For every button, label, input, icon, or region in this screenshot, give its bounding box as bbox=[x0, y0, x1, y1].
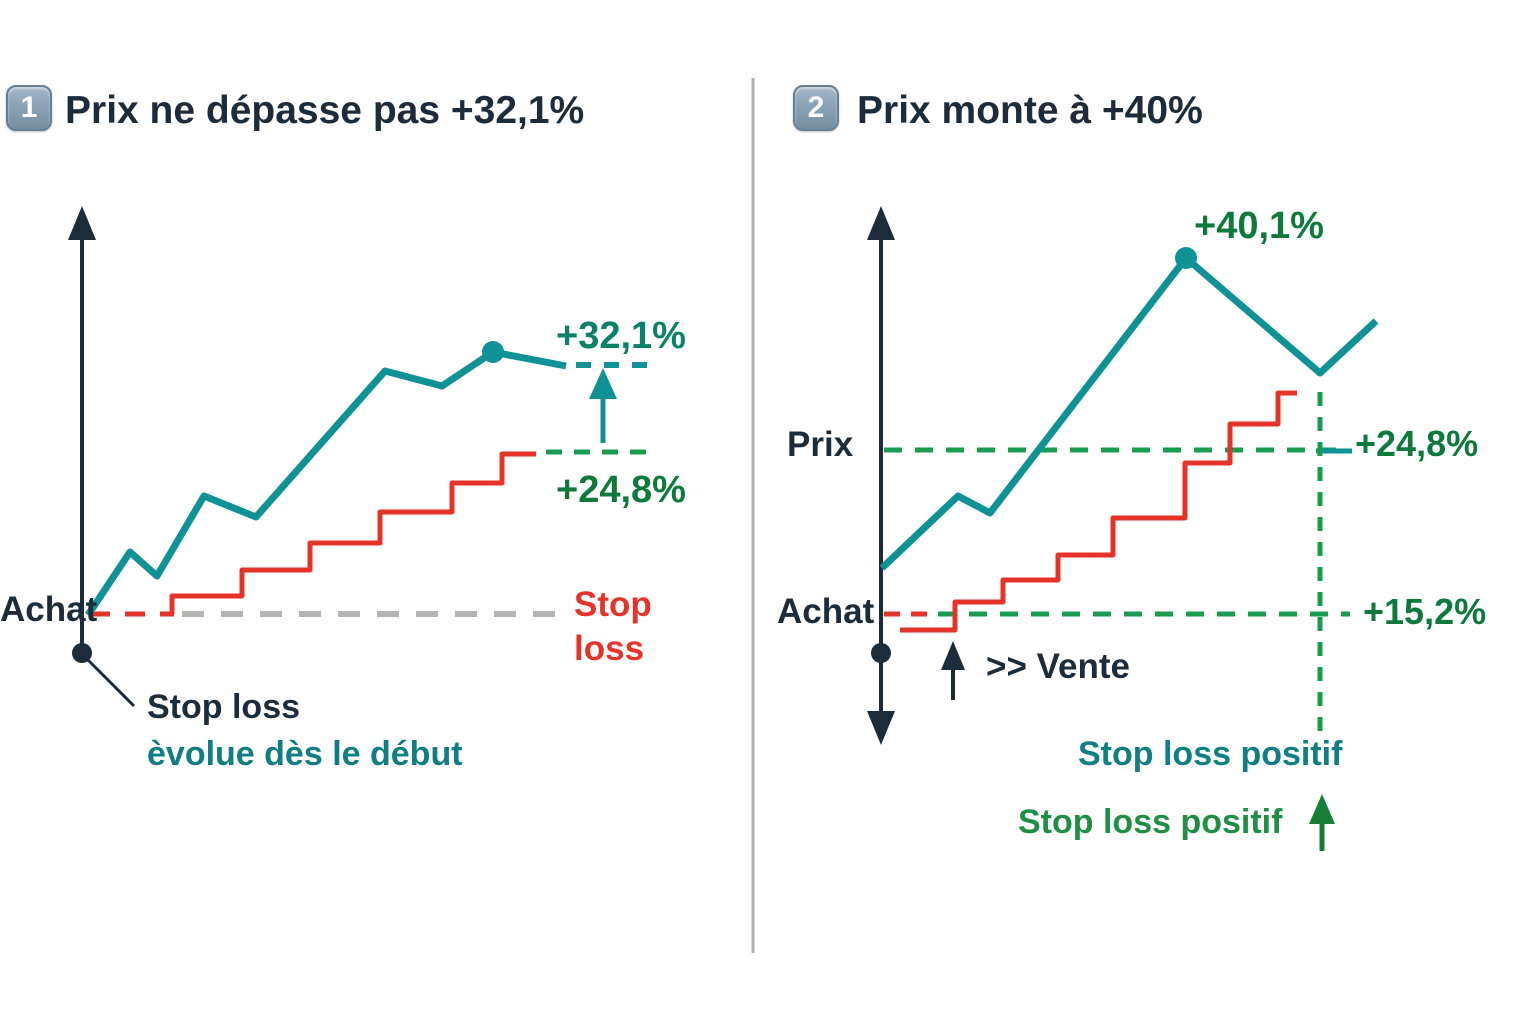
left-stop-loss-red-label: Stop loss bbox=[574, 583, 652, 671]
left-leader-line bbox=[82, 654, 136, 708]
right-price-dot bbox=[1175, 247, 1197, 269]
left-stop-step-line bbox=[169, 451, 536, 614]
right-axis-arrowhead-bottom bbox=[867, 711, 895, 745]
left-panel-title: Prix ne dépasse pas +32,1% bbox=[65, 89, 585, 132]
left-achat-label: Achat bbox=[0, 590, 98, 629]
step-badge-1-number: 1 bbox=[20, 91, 38, 124]
right-prix-label: Prix bbox=[787, 425, 854, 464]
right-note-stop-loss-positif-green: Stop loss positif bbox=[1018, 803, 1283, 841]
left-gap-arrow-head bbox=[589, 368, 617, 399]
right-price-line bbox=[879, 254, 1379, 571]
right-axis-arrowhead-top bbox=[867, 206, 895, 240]
vente-arrow-head bbox=[941, 641, 965, 670]
right-peak-percentage-label: +40,1% bbox=[1194, 205, 1324, 247]
right-note-stop-loss-positif-teal: Stop loss positif bbox=[1078, 735, 1343, 773]
step-badge-1: 1 bbox=[6, 85, 52, 131]
left-note-subtitle: èvolue dès le début bbox=[147, 735, 463, 773]
step-badge-2-number: 2 bbox=[807, 91, 825, 124]
right-low-level-label: +15,2% bbox=[1363, 591, 1487, 632]
right-achat-label: Achat bbox=[777, 592, 875, 631]
left-stop-loss-red-word1: Stop bbox=[574, 585, 652, 624]
vente-label: >> Vente bbox=[986, 647, 1130, 686]
left-stop-loss-red-word2: loss bbox=[574, 629, 645, 668]
right-stop-step-line bbox=[900, 390, 1297, 633]
right-high-level-label: +24,8% bbox=[1355, 423, 1479, 464]
right-panel-title: Prix monte à +40% bbox=[857, 89, 1203, 132]
left-axis-arrowhead bbox=[68, 206, 96, 240]
right-axis-dot bbox=[871, 643, 891, 663]
left-price-dot bbox=[482, 341, 504, 363]
left-peak-percentage-label: +32,1% bbox=[556, 315, 686, 357]
left-price-line bbox=[85, 348, 567, 617]
positive-stop-arrow-head bbox=[1309, 794, 1335, 824]
step-badge-2: 2 bbox=[793, 85, 839, 131]
left-stop-percentage-label: +24,8% bbox=[556, 469, 686, 511]
left-note-title: Stop loss bbox=[147, 688, 301, 726]
